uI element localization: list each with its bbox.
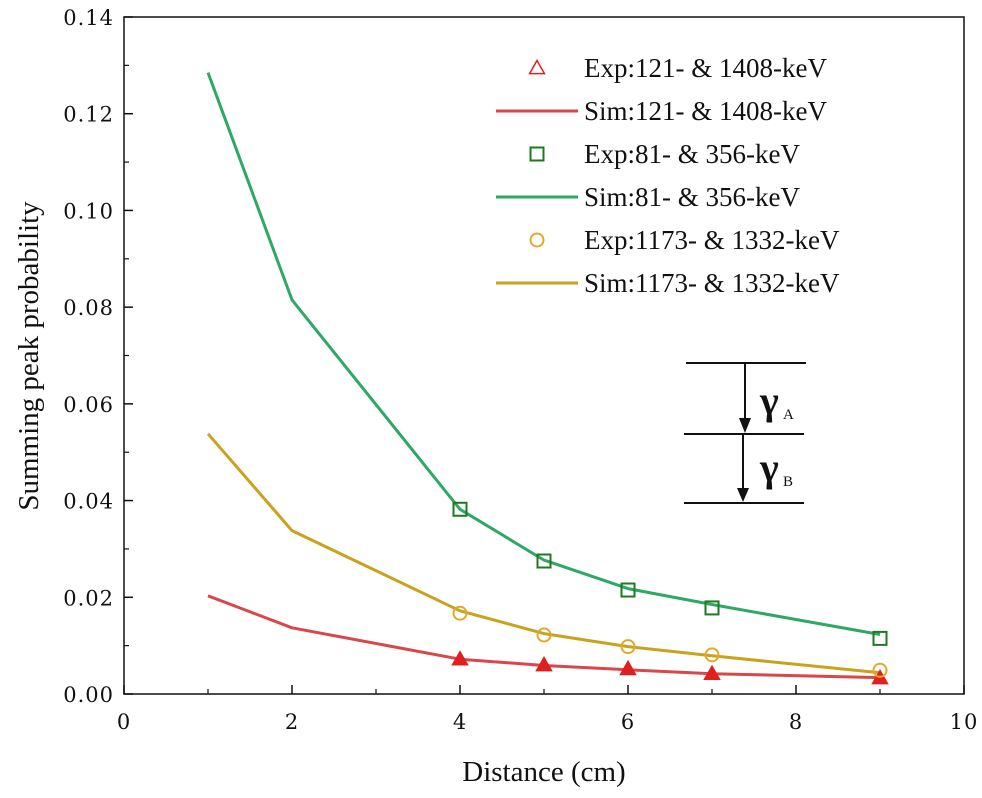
data-point-circle [452, 605, 468, 621]
data-point-square [704, 600, 720, 616]
legend-label: Exp:81- & 356-keV [584, 139, 800, 169]
data-point-triangle [535, 655, 553, 672]
plot-frame [123, 16, 965, 695]
x-tick-label: 4 [453, 710, 467, 734]
data-point-square [620, 582, 636, 598]
gamma-b-arrow-head [737, 488, 749, 502]
legend-label: Exp:121- & 1408-keV [584, 53, 827, 83]
legend-label: Sim:121- & 1408-keV [584, 96, 827, 126]
data-point-triangle [451, 650, 469, 666]
data-point-circle [620, 639, 636, 655]
level-scheme: γ A γ B [684, 362, 806, 504]
y-tick-label: 0.10 [63, 199, 114, 223]
y-tick-label: 0.14 [63, 6, 114, 30]
legend-label: Sim:1173- & 1332-keV [584, 268, 840, 298]
y-tick-label: 0.04 [63, 490, 114, 514]
x-tick-label: 0 [117, 710, 131, 734]
y-tick-label: 0.12 [63, 103, 114, 127]
y-tick-labels: 0.00 0.02 0.04 0.06 0.08 0.10 0.12 0.14 [63, 6, 114, 707]
x-axis-title: Distance (cm) [462, 756, 625, 788]
y-tick-label: 0.02 [63, 586, 114, 610]
legend-swatch-marker [528, 59, 546, 75]
x-tick-label: 10 [950, 710, 979, 734]
data-point-circle [872, 662, 888, 678]
y-tick-label: 0.00 [63, 683, 114, 707]
gamma-a-subscript: A [783, 407, 794, 423]
legend: Exp:121- & 1408-keV Sim:121- & 1408-keV Ex… [496, 53, 840, 298]
legend-swatch-marker [529, 146, 545, 162]
legend-swatch-marker [529, 232, 545, 248]
data-point-triangle [703, 664, 721, 681]
gamma-a-label: γ [759, 378, 779, 423]
x-tick-labels: 0 2 4 6 8 10 [117, 710, 979, 734]
data-point-circle [536, 627, 552, 643]
data-point-square [536, 553, 552, 569]
legend-label: Exp:1173- & 1332-keV [584, 225, 840, 255]
axis-ticks [123, 16, 965, 695]
data-point-triangle [619, 659, 637, 676]
data-point-square [872, 630, 888, 646]
series-line [206, 72, 881, 636]
data-point-circle [704, 647, 720, 663]
gamma-a-arrow-head [739, 418, 751, 433]
gamma-b-subscript: B [783, 474, 793, 490]
x-tick-label: 2 [285, 710, 299, 734]
gamma-b-label: γ [759, 445, 779, 490]
y-tick-label: 0.08 [63, 296, 114, 320]
series-line [206, 432, 881, 675]
y-axis-title: Summing peak probability [13, 201, 45, 511]
x-tick-label: 6 [621, 710, 635, 734]
x-tick-label: 8 [789, 710, 803, 734]
y-tick-label: 0.06 [63, 393, 114, 417]
series-markers [451, 501, 889, 685]
data-point-square [452, 501, 468, 517]
legend-label: Sim:81- & 356-keV [584, 182, 800, 212]
